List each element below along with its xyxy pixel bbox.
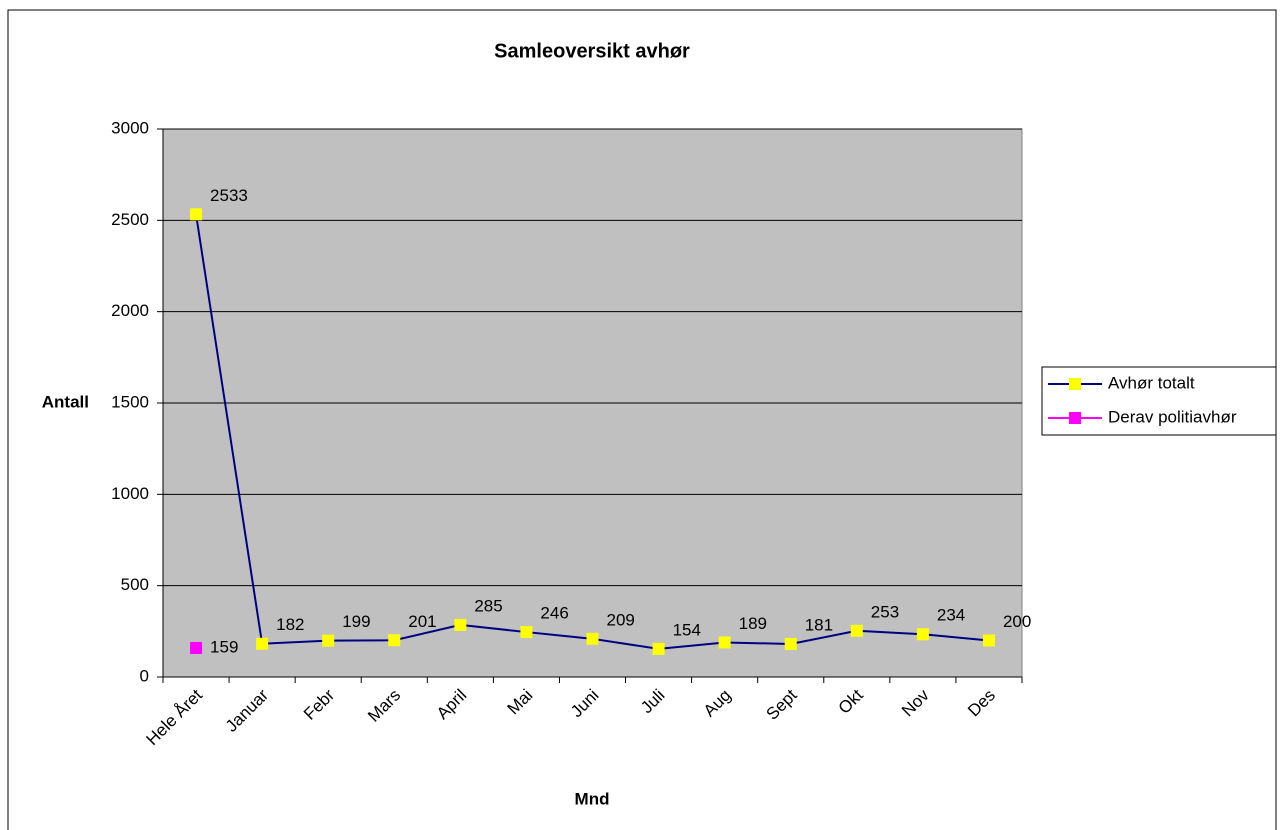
data-label: 189 <box>739 614 767 633</box>
y-tick-label: 3000 <box>111 118 149 137</box>
y-tick-label: 1000 <box>111 484 149 503</box>
marker <box>718 636 731 649</box>
y-tick-label: 2000 <box>111 301 149 320</box>
chart-title: Samleoversikt avhør <box>494 40 690 62</box>
y-tick-label: 500 <box>121 575 149 594</box>
y-tick-label: 0 <box>140 666 149 685</box>
marker <box>256 637 269 650</box>
marker <box>850 624 863 637</box>
marker <box>322 634 335 647</box>
data-label: 209 <box>607 610 635 629</box>
data-label: 181 <box>805 615 833 634</box>
marker <box>586 632 599 645</box>
legend-marker <box>1069 412 1081 424</box>
legend-marker <box>1069 378 1081 390</box>
data-label: 285 <box>474 596 502 615</box>
marker <box>916 628 929 641</box>
data-label: 159 <box>210 637 238 656</box>
y-tick-label: 1500 <box>111 392 149 411</box>
data-label: 199 <box>342 612 370 631</box>
data-label: 200 <box>1003 612 1031 631</box>
marker <box>784 637 797 650</box>
y-axis-title: Antall <box>42 392 89 411</box>
marker <box>652 642 665 655</box>
y-tick-label: 2500 <box>111 210 149 229</box>
marker <box>388 634 401 647</box>
data-label: 201 <box>408 612 436 631</box>
legend-label: Derav politiavhør <box>1108 407 1237 426</box>
data-label: 253 <box>871 602 899 621</box>
marker <box>190 208 203 221</box>
data-label: 246 <box>540 604 568 623</box>
data-label: 234 <box>937 606 965 625</box>
marker <box>190 641 203 654</box>
marker <box>982 634 995 647</box>
legend-label: Avhør totalt <box>1108 373 1195 392</box>
data-label: 154 <box>673 620 701 639</box>
x-axis-title: Mnd <box>575 789 610 808</box>
data-label: 2533 <box>210 186 248 205</box>
marker <box>454 618 467 631</box>
data-label: 182 <box>276 615 304 634</box>
marker <box>520 626 533 639</box>
